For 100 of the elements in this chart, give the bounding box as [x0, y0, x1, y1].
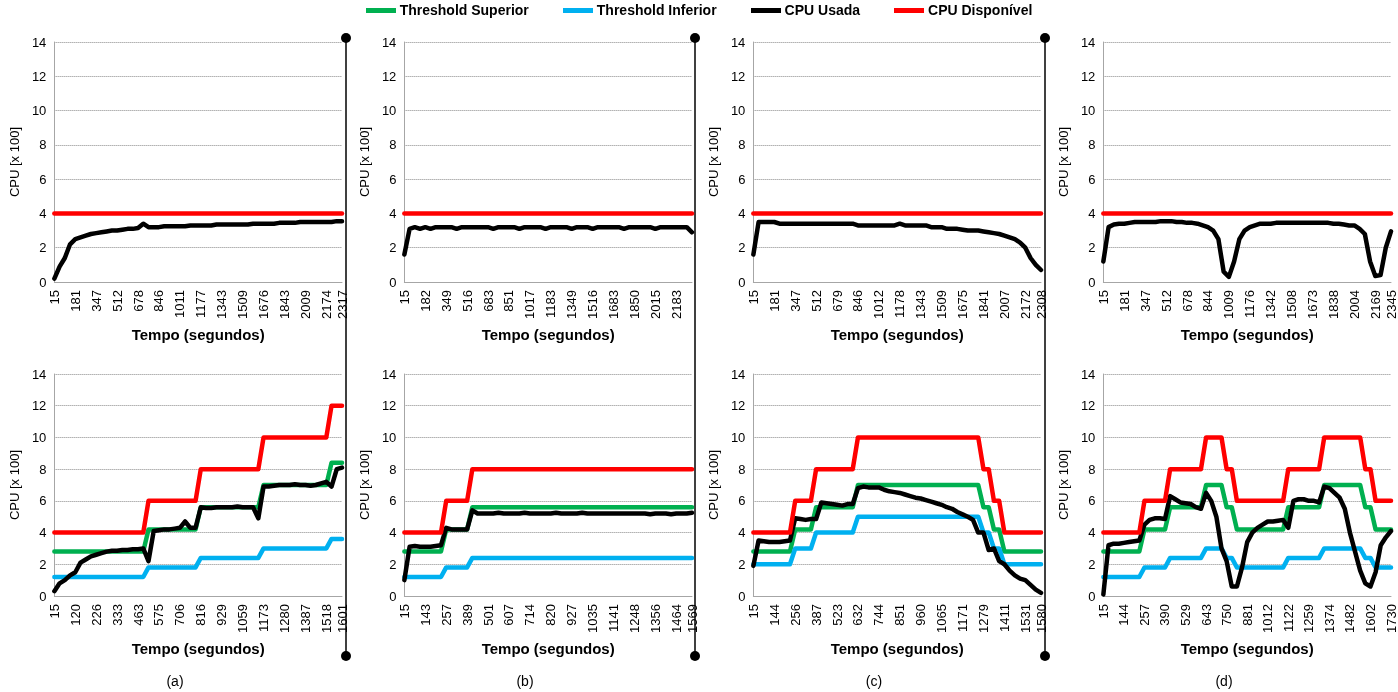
y-tick-label: 8 — [738, 461, 746, 477]
x-tick-label: 349 — [438, 290, 454, 312]
x-tick-label: 2015 — [647, 290, 663, 319]
x-tick-label: 1411 — [996, 604, 1012, 632]
x-tick-label: 1602 — [1362, 604, 1378, 633]
y-tick-label: 8 — [1087, 461, 1095, 477]
text: (c) — [865, 673, 883, 689]
y-tick-label: 2 — [388, 556, 396, 572]
x-tick-label: 15 — [745, 604, 761, 619]
y-tick-label: 4 — [1087, 525, 1095, 541]
y-tick-label: 4 — [738, 205, 746, 221]
x-tick-label: 333 — [109, 604, 125, 626]
y-axis-title: CPU [x 100] — [356, 449, 372, 521]
x-tick-label: 512 — [109, 290, 125, 312]
y-tick-label: 8 — [1087, 137, 1095, 153]
x-tick-label: 1464 — [668, 604, 684, 633]
x-tick-label: 512 — [1158, 290, 1174, 312]
x-axis-title: Tempo (segundos) — [1180, 639, 1314, 657]
x-tick-label: 15 — [745, 290, 761, 305]
y-axis-title: CPU [x 100] — [1055, 126, 1071, 198]
x-tick-label: 1675 — [955, 290, 971, 319]
x-tick-label: 1531 — [1017, 604, 1033, 633]
line-series — [751, 219, 1044, 273]
y-tick-label: 14 — [1080, 34, 1095, 50]
y-tick-label: 0 — [1087, 588, 1095, 604]
y-axis-title: CPU [x 100] — [706, 126, 721, 198]
y-tick-label: 2 — [1087, 556, 1095, 572]
y-tick-label: 6 — [738, 493, 746, 509]
x-tick-label: 1259 — [1300, 604, 1316, 633]
line-series — [401, 508, 694, 583]
x-tick-label: 1387 — [297, 604, 313, 633]
y-tick-label: 0 — [39, 588, 47, 604]
y-tick-label: 14 — [31, 366, 47, 382]
x-tick-label: 181 — [766, 290, 782, 312]
y-tick-label: 8 — [388, 461, 396, 477]
y-axis-title: CPU [x 100] — [7, 126, 22, 198]
x-axis-title: Tempo (segundos) — [481, 639, 615, 657]
x-tick-label: 1569 — [684, 604, 699, 633]
x-tick-label: 1518 — [318, 604, 334, 633]
y-axis-title: CPU [x 100] — [706, 449, 721, 521]
line-series — [751, 435, 1044, 535]
x-tick-label: 1683 — [605, 290, 621, 319]
x-tick-label: 1122 — [1280, 604, 1296, 632]
x-tick-label: 1183 — [542, 290, 558, 318]
y-tick-label: 2 — [388, 240, 396, 256]
text: (b) — [515, 673, 534, 689]
x-tick-label: 1012 — [871, 290, 887, 319]
x-tick-label: 1009 — [1220, 290, 1236, 319]
x-tick-label: 390 — [1157, 604, 1172, 626]
x-tick-label: 1580 — [1033, 604, 1049, 633]
x-tick-label: 1065 — [934, 604, 950, 633]
y-tick-label: 0 — [39, 274, 47, 290]
x-tick-label: 501 — [480, 604, 496, 626]
x-tick-label: 347 — [88, 290, 104, 312]
x-tick-label: 1601 — [334, 604, 350, 633]
x-tick-label: 2317 — [334, 290, 350, 319]
x-tick-label: 15 — [1095, 290, 1111, 305]
x-tick-label: 181 — [1116, 290, 1132, 312]
x-tick-label: 2004 — [1346, 290, 1362, 319]
y-tick-label: 4 — [738, 525, 746, 541]
x-tick-label: 1173 — [256, 604, 272, 632]
x-tick-label: 678 — [1179, 290, 1195, 312]
x-tick-label: 1343 — [214, 290, 230, 319]
x-tick-label: 820 — [542, 604, 558, 626]
x-tick-label: 1279 — [975, 604, 991, 633]
y-tick-label: 12 — [1080, 68, 1095, 84]
y-tick-label: 0 — [738, 588, 746, 604]
y-tick-label: 0 — [1087, 274, 1095, 290]
x-tick-label: 1012 — [1259, 604, 1275, 633]
y-tick-label: 12 — [31, 68, 47, 84]
x-tick-label: 1342 — [1262, 290, 1278, 319]
x-tick-label: 182 — [417, 290, 433, 312]
y-axis-title: CPU [x 100] — [1055, 449, 1071, 521]
y-tick-label: 6 — [1087, 171, 1095, 187]
y-tick-label: 10 — [31, 103, 47, 119]
x-tick-label: 1176 — [1241, 290, 1257, 318]
x-tick-label: 387 — [808, 604, 824, 626]
line-series — [401, 224, 694, 257]
x-tick-label: 529 — [1177, 604, 1193, 626]
x-tick-label: 1141 — [605, 604, 621, 632]
x-tick-label: 632 — [850, 604, 866, 626]
y-tick-label: 8 — [388, 137, 396, 153]
line-series — [751, 514, 1044, 567]
x-tick-label: 1838 — [1325, 290, 1341, 319]
line-series — [1100, 546, 1393, 580]
x-tick-label: 2183 — [668, 290, 684, 319]
x-tick-label: 181 — [67, 290, 83, 312]
x-tick-label: 512 — [808, 290, 824, 312]
y-tick-label: 10 — [730, 429, 746, 445]
y-tick-label: 8 — [738, 137, 746, 153]
x-tick-label: 15 — [396, 290, 412, 305]
text: (a) — [166, 673, 184, 689]
x-tick-label: 1850 — [626, 290, 642, 319]
y-tick-label: 10 — [31, 429, 47, 445]
y-tick-label: 14 — [381, 34, 396, 50]
y-tick-label: 10 — [381, 103, 396, 119]
x-axis-title: Tempo (segundos) — [1180, 325, 1314, 343]
x-tick-label: 1248 — [626, 604, 642, 633]
legend-label: CPU Disponível — [928, 2, 1033, 18]
x-tick-label: 816 — [193, 604, 209, 626]
